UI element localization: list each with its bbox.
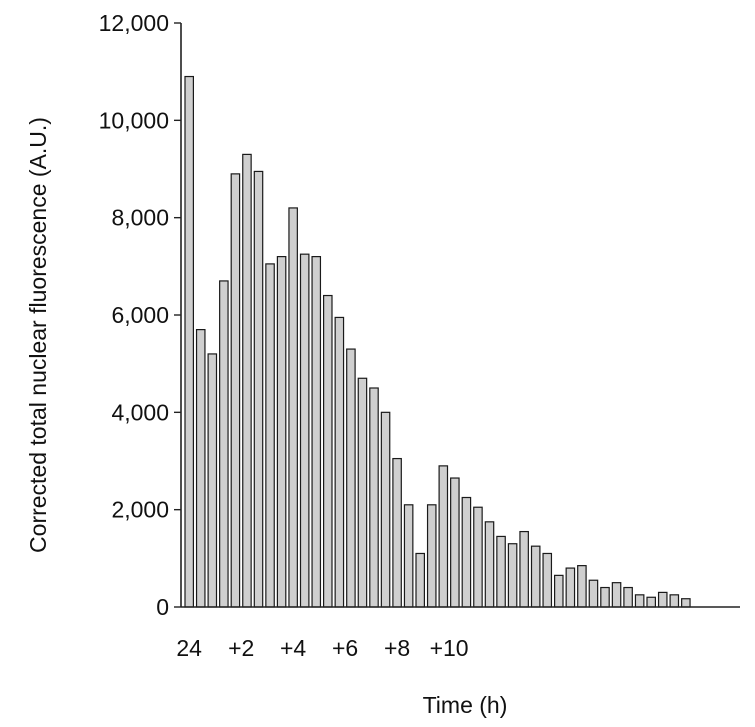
- x-tick-label: +6: [332, 635, 358, 661]
- bar: [484, 521, 495, 608]
- y-tick-label: 4,000: [111, 399, 169, 425]
- bar: [611, 582, 622, 608]
- bar: [553, 574, 564, 608]
- bar: [276, 256, 287, 608]
- bar: [496, 535, 506, 608]
- bar: [438, 465, 449, 608]
- y-tick-label: 10,000: [99, 107, 169, 133]
- bar: [392, 457, 402, 608]
- bar: [507, 543, 518, 608]
- y-tick-label: 8,000: [111, 205, 169, 231]
- bar: [357, 377, 368, 608]
- bar: [334, 316, 345, 608]
- bar: [184, 75, 194, 608]
- bar: [473, 506, 483, 608]
- y-tick-label: 0: [156, 594, 169, 620]
- x-tick-label: +4: [280, 635, 306, 661]
- bar: [323, 294, 333, 608]
- bar: [207, 353, 218, 608]
- bar: [669, 594, 680, 608]
- bar: [634, 594, 645, 608]
- bar: [577, 565, 587, 608]
- x-tick-label: 24: [176, 635, 202, 661]
- y-tick-label: 12,000: [99, 10, 169, 36]
- bar: [346, 348, 356, 608]
- bars-group: [184, 75, 691, 608]
- bar: [542, 552, 553, 608]
- bar: [565, 567, 576, 608]
- x-axis-title: Time (h): [423, 692, 508, 718]
- bar: [369, 387, 379, 608]
- bar: [623, 586, 633, 608]
- x-tick-label: +8: [384, 635, 410, 661]
- y-tick-label: 2,000: [111, 497, 169, 523]
- bar: [450, 477, 460, 608]
- bar: [403, 504, 414, 608]
- bar: [380, 411, 391, 608]
- bar: [230, 173, 241, 608]
- bar: [219, 280, 229, 608]
- bar: [311, 256, 322, 608]
- bar: [299, 253, 310, 608]
- bar: [242, 153, 252, 608]
- bar: [588, 579, 599, 608]
- bar: [530, 545, 541, 608]
- x-tick-label: +10: [430, 635, 469, 661]
- x-tick-label: +2: [228, 635, 254, 661]
- bar: [461, 496, 472, 608]
- bar: [600, 586, 610, 608]
- x-axis-ticks: 24 +2 +4 +6 +8 +10: [176, 635, 468, 661]
- bar: [657, 591, 668, 608]
- bar: [288, 207, 298, 608]
- bar: [415, 552, 425, 608]
- bar: [681, 598, 691, 608]
- y-tick-label: 6,000: [111, 302, 169, 328]
- y-axis-title: Corrected total nuclear fluorescence (A.…: [25, 117, 51, 553]
- bar: [265, 263, 275, 608]
- bar: [253, 170, 264, 608]
- bar: [646, 596, 656, 608]
- bar: [195, 329, 206, 608]
- y-axis-ticks: 0 2,000 4,000 6,000 8,000 10,000 12,000: [99, 10, 181, 620]
- bar: [426, 504, 437, 608]
- bar: [519, 530, 529, 608]
